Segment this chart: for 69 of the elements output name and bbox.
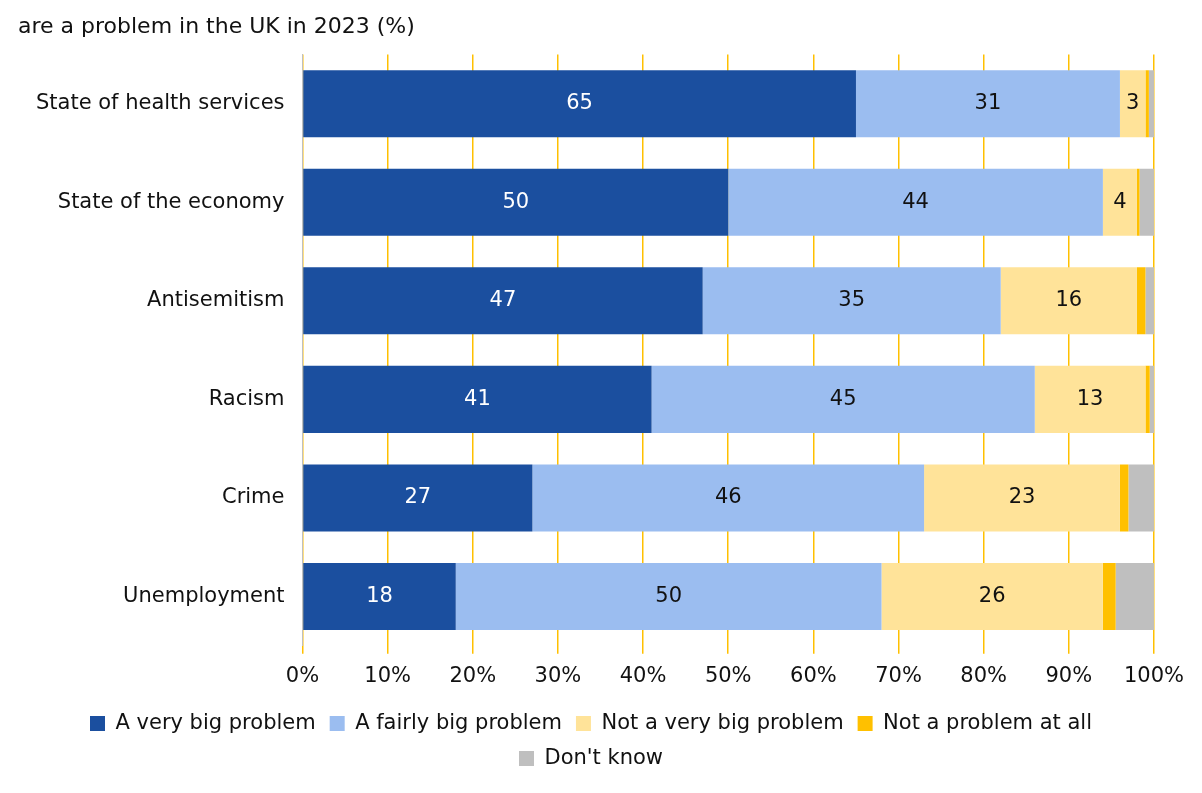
bar <box>1139 168 1154 236</box>
data-label: 65 <box>566 90 593 115</box>
data-label: 45 <box>829 385 857 410</box>
x-tick-label: 70% <box>875 662 922 687</box>
data-label: 4 <box>1113 188 1127 213</box>
bar <box>455 563 882 631</box>
legend-label: Not a very big problem <box>601 709 844 734</box>
y-tick-label: State of health services <box>35 90 285 115</box>
legend-label: Don't know <box>544 744 664 769</box>
legend-label: A very big problem <box>115 709 316 734</box>
chart-title: are a problem in the UK in 2023 (%) <box>18 12 415 38</box>
bar <box>1034 365 1146 433</box>
y-tick-label: Racism <box>208 385 285 410</box>
x-tick-label: 90% <box>1045 662 1093 687</box>
bar <box>303 267 703 335</box>
x-tick-label: 80% <box>960 662 1008 687</box>
data-label: 35 <box>838 287 866 312</box>
bar <box>924 464 1120 532</box>
bar <box>1136 168 1140 236</box>
data-label: 3 <box>1126 90 1140 115</box>
bar <box>1119 464 1129 532</box>
bar <box>303 365 652 433</box>
bar <box>651 365 1035 433</box>
bar <box>1102 168 1137 236</box>
data-label: 47 <box>489 287 517 312</box>
x-tick-label: 50% <box>704 662 752 687</box>
bar <box>1102 563 1116 631</box>
bar <box>1000 267 1137 335</box>
x-tick-label: 40% <box>619 662 667 687</box>
x-tick-label: 60% <box>790 662 837 687</box>
bar <box>1145 70 1149 138</box>
bar <box>303 168 729 236</box>
y-tick-label: State of the economy <box>57 188 285 213</box>
x-tick-label: 30% <box>534 662 582 687</box>
bar <box>1115 563 1154 631</box>
bar <box>1119 70 1146 138</box>
bar <box>1136 267 1146 335</box>
x-tick-label: 10% <box>364 662 411 687</box>
data-label: 31 <box>974 90 1002 115</box>
data-label: 26 <box>978 582 1006 607</box>
y-tick-label: Crime <box>221 484 285 509</box>
bar <box>702 267 1001 335</box>
bar <box>1145 267 1154 335</box>
data-label: 41 <box>464 385 491 410</box>
data-label: 50 <box>502 188 530 213</box>
data-label: 23 <box>1008 484 1036 509</box>
data-label: 18 <box>366 582 393 607</box>
y-tick-label: Unemployment <box>123 582 285 607</box>
data-label: 46 <box>714 484 742 509</box>
x-tick-label: 100% <box>1123 662 1185 687</box>
bar <box>728 168 1103 236</box>
bar <box>1145 365 1150 433</box>
legend-label: Not a problem at all <box>883 709 1093 734</box>
bar <box>532 464 925 532</box>
legend-label: A fairly big problem <box>355 709 562 734</box>
bar <box>881 563 1103 631</box>
bar <box>1128 464 1154 532</box>
data-label: 50 <box>655 582 682 607</box>
bar <box>303 563 456 631</box>
bar <box>303 464 533 532</box>
y-tick-label: Antisemitism <box>147 287 285 312</box>
data-label: 13 <box>1076 385 1104 410</box>
bar <box>303 70 856 138</box>
bar <box>855 70 1120 138</box>
x-tick-label: 0% <box>285 662 320 687</box>
data-label: 16 <box>1055 287 1083 312</box>
data-label: 27 <box>404 484 432 509</box>
x-tick-label: 20% <box>449 662 497 687</box>
data-label: 44 <box>902 188 929 213</box>
